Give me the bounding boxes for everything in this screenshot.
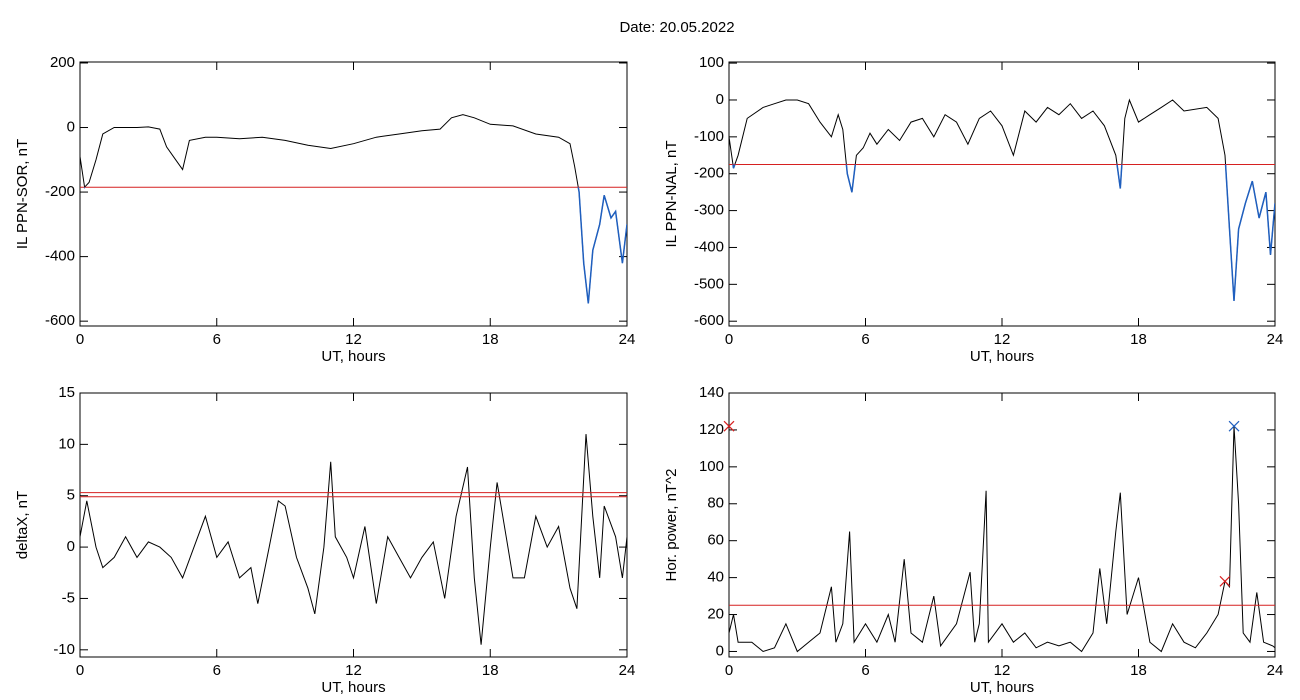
y-tick-label: 20 <box>707 606 724 623</box>
x-tick-label: 18 <box>482 331 499 348</box>
y-tick-label: -600 <box>45 312 75 329</box>
x-tick-label: 0 <box>76 662 84 679</box>
y-tick-label: -600 <box>694 312 724 329</box>
plot-frame <box>79 61 628 327</box>
y-axis-label: IL PPN-NAL, nT <box>663 141 680 248</box>
plot-frame <box>79 392 628 658</box>
x-tick-label: 24 <box>619 662 636 679</box>
x-tick-label: 24 <box>619 331 636 348</box>
y-tick-label: -200 <box>45 183 75 200</box>
plot-frame <box>728 61 1276 327</box>
y-axis-label: Hor. power, nT^2 <box>663 469 680 582</box>
y-tick-label: 0 <box>67 118 75 135</box>
y-tick-label: 200 <box>50 54 75 71</box>
x-tick-label: 12 <box>345 331 362 348</box>
data-line <box>728 426 1276 653</box>
y-axis-label: IL PPN-SOR, nT <box>14 139 31 249</box>
y-tick-label: -500 <box>694 275 724 292</box>
marker <box>1228 420 1240 432</box>
y-tick-label: 80 <box>707 495 724 512</box>
data-line-below-threshold <box>732 164 1275 301</box>
x-axis-label: UT, hours <box>970 348 1034 365</box>
data-line <box>728 98 1276 301</box>
marker <box>1219 575 1231 587</box>
y-axis-label: deltaX, nT <box>14 491 31 559</box>
y-tick-label: -300 <box>694 202 724 219</box>
x-tick-label: 18 <box>1130 662 1147 679</box>
x-tick-label: 18 <box>482 662 499 679</box>
x-tick-label: 24 <box>1267 331 1284 348</box>
y-tick-label: -5 <box>62 589 75 606</box>
x-axis-label: UT, hours <box>970 679 1034 696</box>
page-title: Date: 20.05.2022 <box>619 19 734 36</box>
plot-frame <box>728 392 1276 658</box>
y-tick-label: 100 <box>699 458 724 475</box>
y-tick-label: 120 <box>699 421 724 438</box>
y-tick-label: 10 <box>58 435 75 452</box>
x-axis-label: UT, hours <box>321 348 385 365</box>
y-tick-label: 5 <box>67 487 75 504</box>
data-line-below-threshold <box>83 187 627 304</box>
x-tick-label: 6 <box>213 331 221 348</box>
x-tick-label: 12 <box>345 662 362 679</box>
x-tick-label: 0 <box>725 662 733 679</box>
y-tick-label: -10 <box>53 641 75 658</box>
data-line <box>79 434 628 645</box>
y-tick-label: 140 <box>699 384 724 401</box>
y-tick-label: 0 <box>716 91 724 108</box>
marker <box>723 420 735 432</box>
x-tick-label: 0 <box>76 331 84 348</box>
data-line <box>79 114 628 304</box>
y-tick-label: 40 <box>707 569 724 586</box>
y-tick-label: 0 <box>716 642 724 659</box>
y-tick-label: 60 <box>707 532 724 549</box>
x-tick-label: 18 <box>1130 331 1147 348</box>
y-tick-label: 0 <box>67 538 75 555</box>
x-tick-label: 0 <box>725 331 733 348</box>
y-tick-label: -400 <box>45 248 75 265</box>
y-tick-label: -200 <box>694 165 724 182</box>
y-tick-label: -100 <box>694 128 724 145</box>
y-tick-label: -400 <box>694 238 724 255</box>
y-tick-label: 100 <box>699 54 724 71</box>
x-tick-label: 6 <box>861 331 869 348</box>
x-tick-label: 6 <box>213 662 221 679</box>
x-axis-label: UT, hours <box>321 679 385 696</box>
y-tick-label: 15 <box>58 384 75 401</box>
x-tick-label: 24 <box>1267 662 1284 679</box>
x-tick-label: 12 <box>994 331 1011 348</box>
x-tick-label: 6 <box>861 662 869 679</box>
x-tick-label: 12 <box>994 662 1011 679</box>
